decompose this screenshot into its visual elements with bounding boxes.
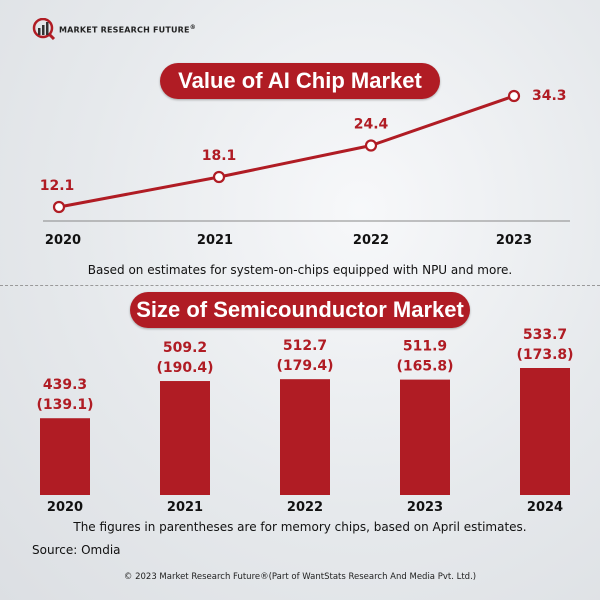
line-data-label: 24.4	[354, 117, 389, 133]
line-data-label: 34.3	[532, 88, 567, 104]
line-point	[507, 89, 521, 103]
bar-value-label: 511.9	[403, 339, 447, 355]
bar-chart-note: The figures in parentheses are for memor…	[73, 520, 527, 534]
line-x-tick-label: 2023	[496, 233, 532, 248]
copyright-footer: © 2023 Market Research Future®(Part of W…	[123, 572, 477, 582]
bar-memory-label: (179.4)	[276, 358, 333, 374]
bar-x-tick-label: 2020	[47, 500, 83, 515]
bar-memory-label: (190.4)	[156, 360, 213, 376]
bar	[520, 368, 570, 495]
line-x-tick-label: 2022	[353, 233, 389, 248]
bar-x-tick-label: 2022	[287, 500, 323, 515]
logo-magnifier-icon	[32, 18, 56, 40]
section-divider	[0, 285, 600, 286]
bar-value-label: 512.7	[283, 338, 327, 354]
brand-name: MARKET RESEARCH FUTURE®	[59, 23, 196, 35]
bar-x-tick-label: 2021	[167, 500, 203, 515]
line-data-label: 18.1	[202, 148, 237, 164]
bar-x-tick-label: 2024	[527, 500, 563, 515]
bar-memory-label: (173.8)	[516, 347, 573, 363]
bar	[160, 381, 210, 495]
line-x-tick-label: 2021	[197, 233, 233, 248]
bar	[280, 379, 330, 495]
bar-memory-label: (139.1)	[36, 397, 93, 413]
line-series	[58, 94, 515, 209]
line-point	[52, 200, 66, 214]
line-x-tick-label: 2020	[45, 233, 81, 248]
brand-logo: MARKET RESEARCH FUTURE®	[32, 18, 196, 40]
bar	[40, 418, 90, 495]
bar	[400, 379, 450, 495]
source-text: Source: Omdia	[32, 543, 121, 557]
line-chart-note: Based on estimates for system-on-chips e…	[87, 263, 513, 277]
line-point	[212, 170, 226, 184]
bar-value-label: 439.3	[43, 377, 87, 393]
bar-value-label: 533.7	[523, 327, 567, 343]
line-point	[364, 139, 378, 152]
bar-value-label: 509.2	[163, 340, 207, 356]
bar-memory-label: (165.8)	[396, 359, 453, 375]
bar-x-tick-label: 2023	[407, 500, 443, 515]
line-chart-title: Value of AI Chip Market	[160, 63, 440, 99]
bar-chart-title: Size of Semicounductor Market	[130, 292, 470, 328]
line-data-label: 12.1	[40, 178, 75, 194]
